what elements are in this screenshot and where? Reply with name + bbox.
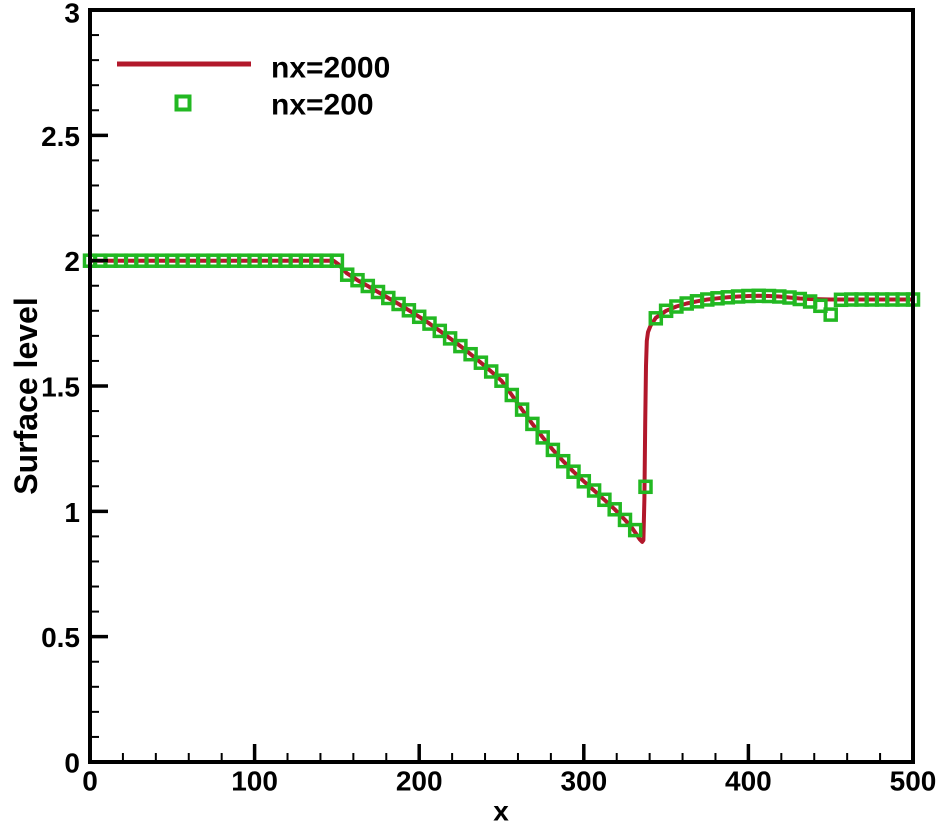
data-marker — [607, 502, 622, 517]
data-marker — [494, 373, 509, 388]
y-tick-label: 1 — [64, 497, 80, 528]
y-tick-label: 0 — [64, 748, 80, 779]
data-marker — [597, 492, 612, 508]
data-marker — [504, 387, 520, 403]
data-marker — [442, 331, 458, 346]
data-marker — [545, 442, 561, 458]
data-marker — [576, 474, 592, 489]
x-tick-label: 0 — [82, 766, 98, 797]
legend: nx=2000 nx=200 — [117, 52, 390, 122]
data-marker — [823, 307, 838, 322]
data-marker — [617, 512, 633, 528]
x-axis-title: x — [493, 796, 509, 825]
data-layer — [82, 253, 921, 544]
data-marker — [648, 311, 664, 326]
data-marker — [463, 346, 478, 362]
data-marker — [473, 355, 489, 370]
data-marker — [422, 316, 437, 331]
data-marker — [813, 298, 828, 314]
y-tick-label: 2.5 — [41, 121, 80, 152]
data-marker — [483, 364, 499, 379]
axes-layer: 0 100 200 300 400 500 0 0.5 1 1.5 2 2.5 3 — [41, 0, 936, 797]
data-marker — [453, 338, 468, 354]
data-marker — [329, 253, 345, 268]
y-tick-label: 0.5 — [41, 622, 80, 653]
x-tick-label: 100 — [231, 766, 278, 797]
data-marker — [535, 430, 550, 445]
data-marker — [555, 453, 571, 469]
series-nx200-markers — [82, 253, 921, 538]
y-axis-title: Surface level — [8, 297, 44, 494]
data-marker — [586, 483, 602, 498]
y-tick-label: 2 — [64, 246, 80, 277]
x-tick-label: 200 — [396, 766, 443, 797]
data-marker — [627, 522, 643, 538]
x-tick-label: 300 — [560, 766, 607, 797]
data-marker — [514, 402, 530, 417]
legend-label-nx200: nx=200 — [271, 89, 374, 122]
data-marker — [638, 479, 653, 495]
data-marker — [566, 464, 581, 479]
x-tick-label: 500 — [890, 766, 937, 797]
data-marker — [432, 323, 448, 339]
x-tick-label: 400 — [725, 766, 772, 797]
data-marker — [525, 416, 540, 432]
y-tick-label: 3 — [64, 0, 80, 29]
legend-marker-sample — [174, 94, 192, 112]
y-tick-label: 1.5 — [41, 372, 80, 403]
legend-label-nx2000: nx=2000 — [271, 52, 390, 85]
